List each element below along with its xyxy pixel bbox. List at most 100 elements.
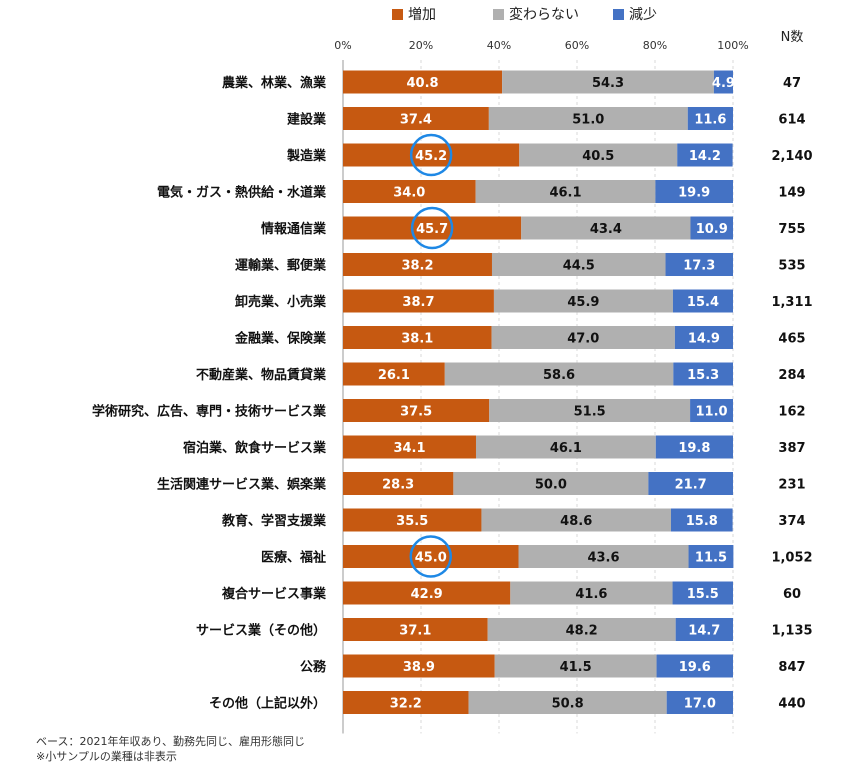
bar-segment	[666, 691, 733, 714]
data-label: 19.6	[679, 660, 711, 675]
x-tick-label: 100%	[717, 39, 748, 52]
data-label: 17.3	[683, 259, 715, 274]
n-value: 284	[778, 368, 805, 383]
bar-segment	[343, 143, 520, 167]
bar-segment	[475, 435, 656, 459]
category-label: 電気・ガス・熱供給・水道業	[157, 185, 327, 201]
data-label: 45.7	[416, 222, 448, 237]
legend-label-1: 変わらない	[509, 6, 579, 23]
bar-segment	[343, 654, 495, 678]
bar-segment	[670, 508, 733, 532]
data-label: 19.9	[678, 186, 710, 201]
category-label: 建設業	[287, 112, 327, 128]
data-label: 10.9	[696, 222, 728, 237]
x-tick-label: 80%	[643, 39, 667, 52]
bar-segment	[343, 70, 503, 94]
category-label: その他（上記以外）	[209, 696, 326, 712]
bar-segment	[672, 289, 733, 313]
bar-segment	[665, 253, 733, 276]
n-value: 47	[783, 76, 801, 91]
bar-segment	[343, 545, 519, 568]
data-label: 45.0	[415, 551, 447, 566]
legend-swatch-1	[493, 9, 504, 20]
data-label: 11.0	[696, 405, 728, 420]
data-label: 35.5	[396, 514, 428, 529]
data-label: 48.2	[566, 624, 598, 639]
n-value: 440	[778, 697, 805, 712]
bar-segment	[343, 362, 445, 386]
bar-segment	[481, 508, 671, 532]
bar-segment	[655, 435, 733, 459]
bar-segment	[672, 581, 733, 605]
bar-segment	[343, 289, 494, 313]
data-label: 37.4	[400, 113, 432, 128]
data-label: 41.6	[575, 587, 607, 602]
data-label: 38.9	[403, 660, 435, 675]
n-value: 2,140	[771, 149, 812, 164]
bar-segment	[491, 326, 675, 349]
data-label: 43.6	[587, 551, 619, 566]
bar-segment	[688, 545, 734, 568]
bar-segment	[491, 253, 666, 276]
category-label: 教育、学習支援業	[221, 513, 327, 529]
data-label: 4.9	[712, 76, 735, 91]
bar-segment	[343, 618, 488, 641]
bar-segment	[343, 399, 490, 422]
n-header: N数	[781, 30, 804, 45]
category-label: 金融業、保険業	[234, 331, 327, 347]
category-label: 卸売業、小売業	[235, 294, 327, 310]
bar-segment	[656, 654, 733, 678]
bar-segment	[488, 107, 688, 130]
n-value: 755	[778, 222, 805, 237]
data-label: 26.1	[378, 368, 410, 383]
n-value: 387	[778, 441, 805, 456]
data-label: 17.0	[684, 697, 716, 712]
category-label: 複合サービス事業	[221, 586, 327, 602]
data-label: 11.5	[695, 551, 727, 566]
data-label: 37.5	[400, 405, 432, 420]
bar-segment	[343, 472, 454, 495]
data-label: 38.1	[401, 332, 433, 347]
n-value: 60	[783, 587, 801, 602]
data-label: 51.5	[574, 405, 606, 420]
data-label: 54.3	[592, 76, 624, 91]
bar-segment	[343, 216, 522, 240]
bar-segment	[674, 326, 733, 349]
bar-segment	[494, 654, 657, 678]
bar-segment	[343, 180, 476, 203]
n-value: 535	[778, 259, 805, 274]
category-label: 公務	[300, 659, 327, 675]
data-label: 58.6	[543, 368, 575, 383]
highlight-circle	[409, 133, 453, 177]
bar-segment	[343, 107, 489, 130]
category-label: 情報通信業	[261, 221, 327, 237]
x-tick-label: 20%	[409, 39, 433, 52]
data-label: 40.5	[582, 149, 614, 164]
data-label: 40.8	[407, 76, 439, 91]
data-label: 37.1	[399, 624, 431, 639]
n-value: 1,311	[771, 295, 812, 310]
n-value: 1,052	[771, 551, 812, 566]
data-label: 11.6	[694, 113, 726, 128]
bar-segment	[343, 581, 511, 605]
data-label: 28.3	[382, 478, 414, 493]
bar-segment	[687, 107, 733, 130]
bar-segment	[487, 618, 676, 641]
n-value: 231	[778, 478, 805, 493]
data-label: 38.7	[402, 295, 434, 310]
highlight-circle	[410, 206, 454, 250]
bar-segment	[489, 399, 691, 422]
data-label: 46.1	[550, 441, 582, 456]
n-value: 162	[778, 405, 805, 420]
category-label: 生活関連サービス業、娯楽業	[157, 477, 327, 493]
bar-segment	[648, 472, 733, 495]
x-tick-label: 60%	[565, 39, 589, 52]
data-label: 48.6	[560, 514, 592, 529]
category-label: 製造業	[286, 148, 327, 164]
n-value: 847	[778, 660, 805, 675]
bar-segment	[655, 180, 733, 203]
data-label: 15.8	[686, 514, 718, 529]
bar-segment	[343, 326, 492, 349]
category-label: 学術研究、広告、専門・技術サービス業	[92, 404, 327, 420]
